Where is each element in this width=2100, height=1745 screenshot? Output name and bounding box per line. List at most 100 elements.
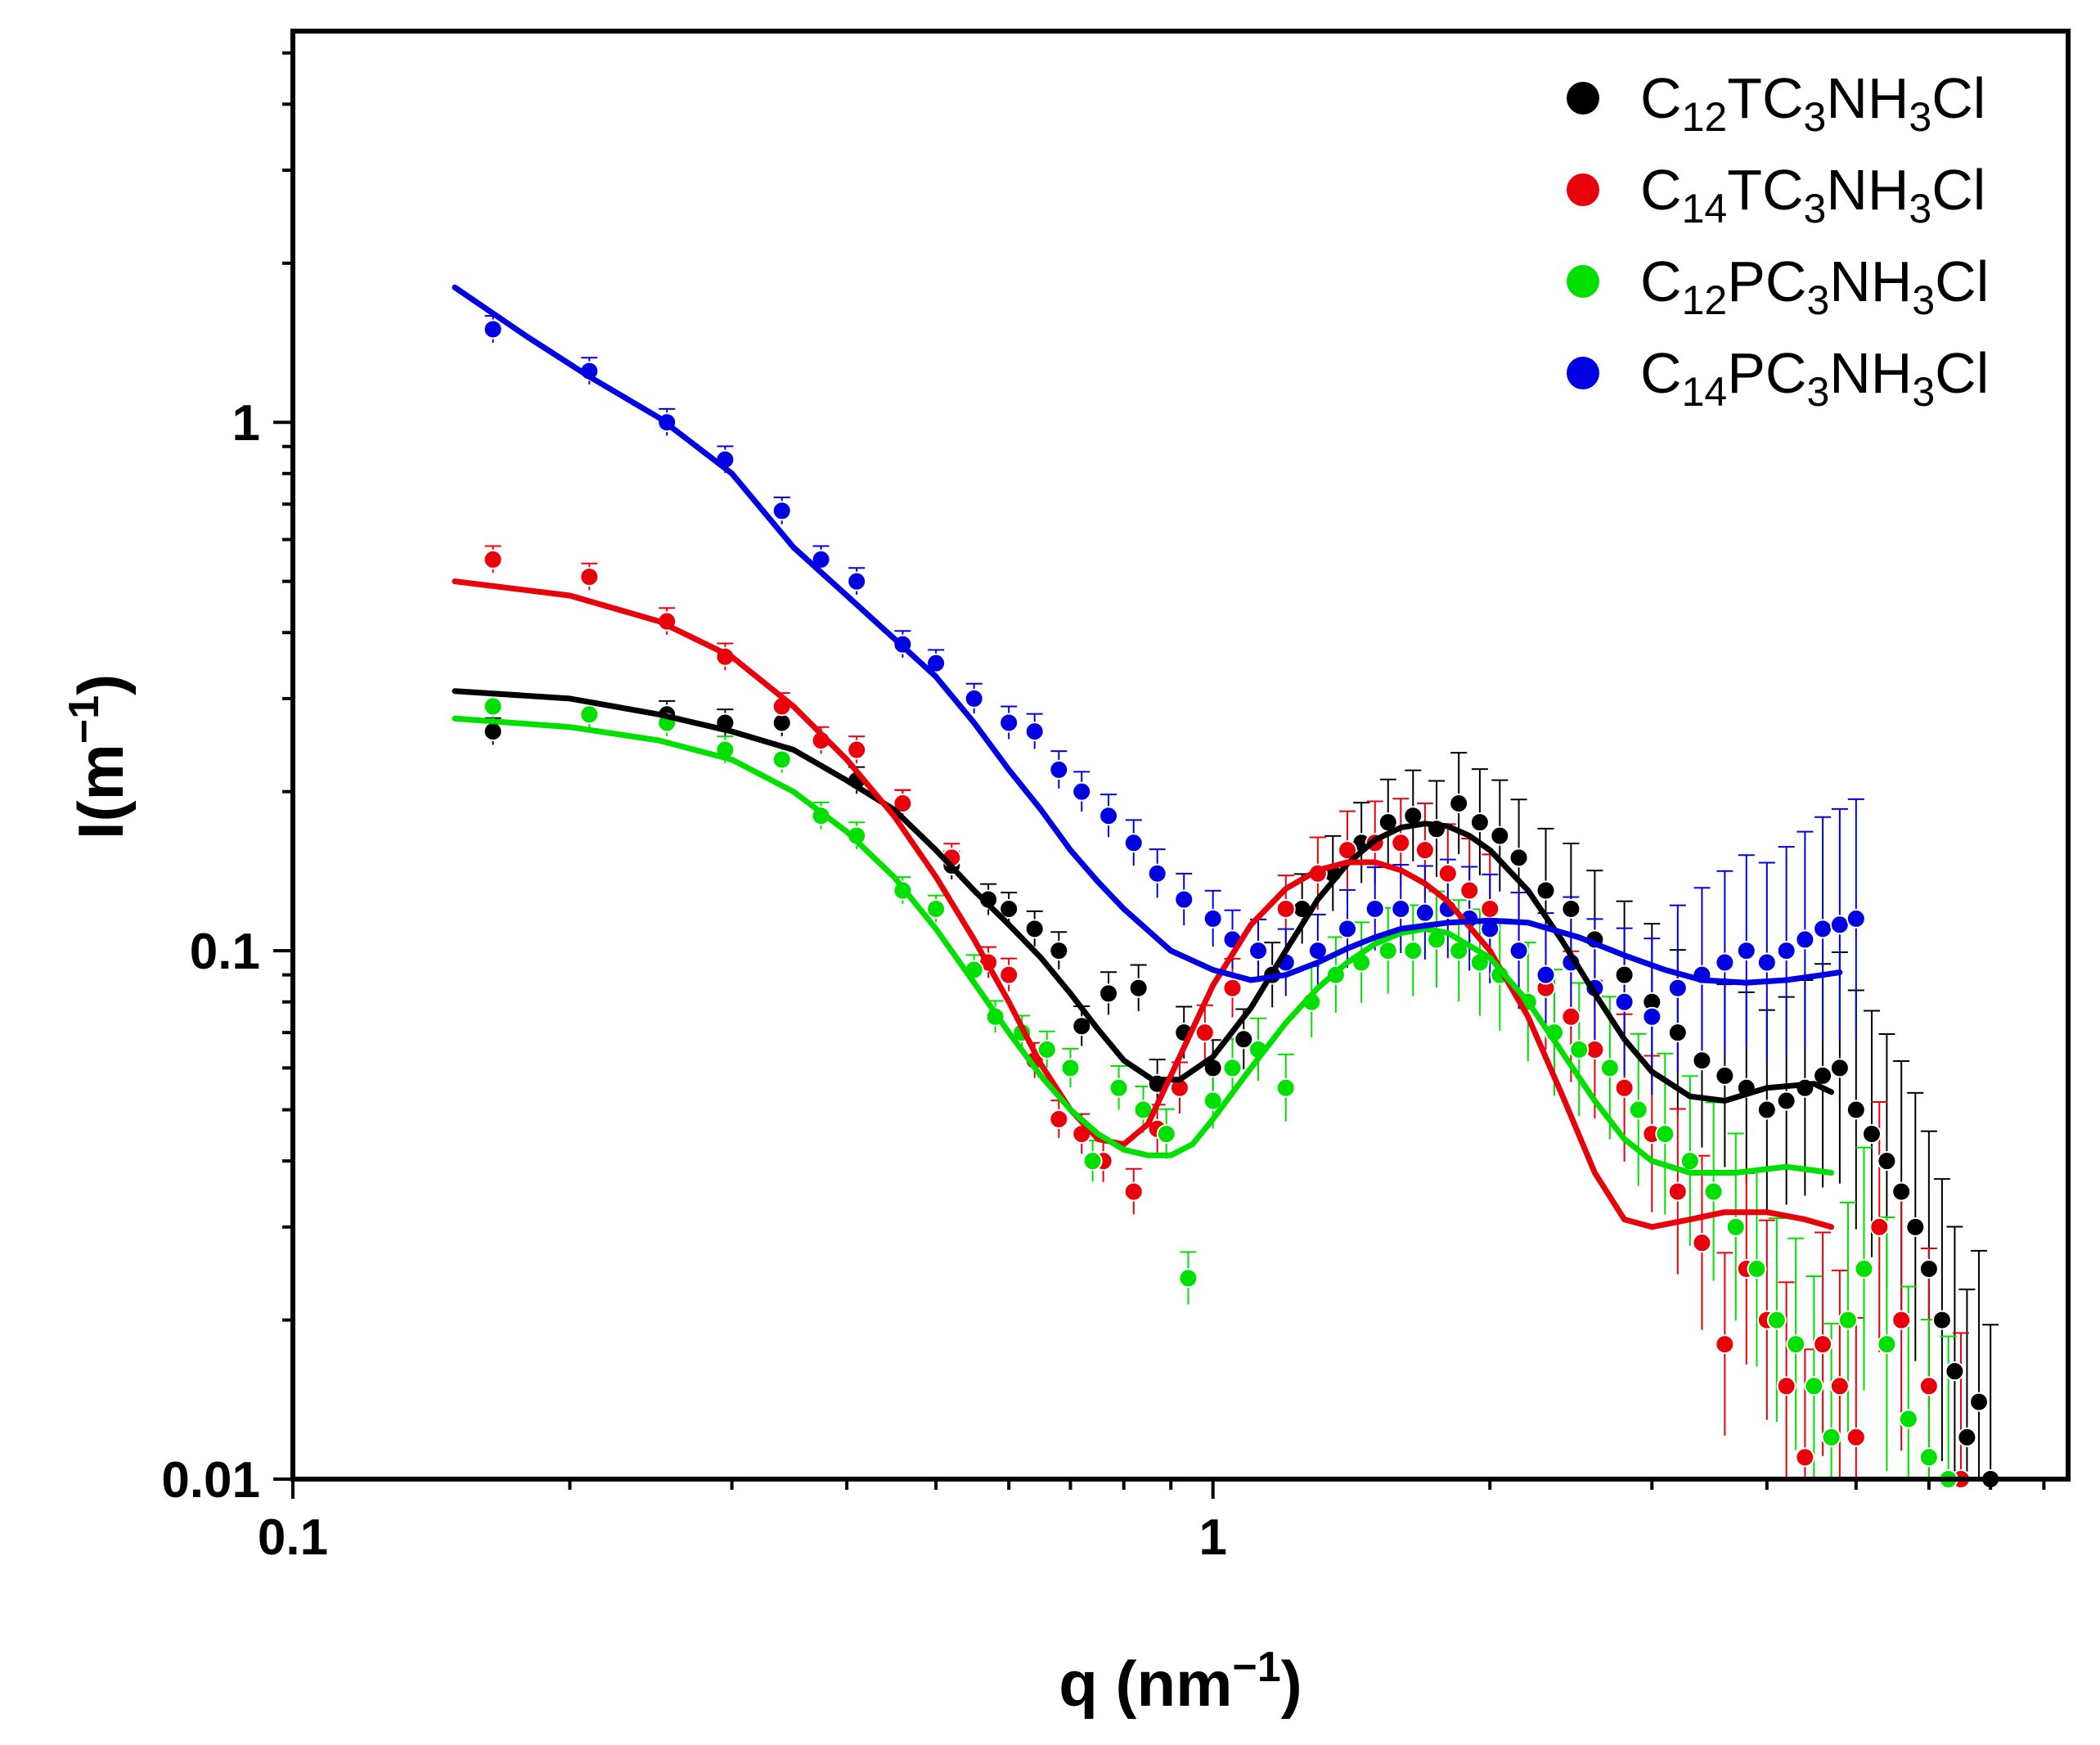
x-axis-title-base: q (nm [1059,1648,1232,1720]
fit-curve [452,578,1835,1230]
data-point [1715,1334,1735,1355]
y-tick-label: 0.1 [190,924,260,980]
data-point [1469,812,1490,833]
data-point [1082,1151,1103,1172]
legend-label-part: TC [1727,66,1803,130]
legend-label-part: Cl [1935,341,1989,405]
data-point [1891,1181,1912,1202]
data-point [1569,1039,1590,1059]
data-point [1776,941,1796,961]
legend-label-part: NH [1829,341,1912,405]
legend-label-part: C [1640,250,1682,313]
plot-frame [290,29,2071,1482]
legend-label-part: 3 [1804,94,1827,140]
data-point [1128,978,1149,998]
data-point [1846,1427,1866,1447]
data-point [1391,898,1411,919]
data-point [771,713,792,733]
legend-label-part: 12 [1682,94,1728,140]
data-point [1786,1334,1806,1355]
data-point [1459,880,1480,901]
x-axis-title-sup: −1 [1233,1644,1281,1691]
data-point [1813,919,1833,939]
data-point [1861,1124,1882,1145]
data-point [1667,1023,1688,1043]
data-point [483,722,503,742]
data-point [1877,1151,1897,1172]
axis-ticks [273,51,2046,1499]
data-point [1655,1124,1675,1145]
data-point [1203,908,1223,929]
legend-label-part: C [1640,158,1682,222]
data-point [1918,1447,1939,1468]
data-point [1449,794,1469,814]
data-point [1837,1310,1858,1330]
legend-label-part: 3 [1909,94,1931,140]
data-point [1414,840,1435,861]
legend-label: C14PC3NH3Cl [1640,341,1989,415]
data-point [1703,1181,1724,1202]
data-point [1747,1258,1767,1279]
data-point [1776,1376,1796,1396]
data-point [1123,833,1144,853]
legend-label-part: 14 [1682,186,1728,232]
data-point [1829,1376,1850,1396]
data-point [1072,1016,1092,1037]
y-axis-title: I(m−1) [61,674,137,839]
data-point [1804,1376,1824,1396]
data-point [483,319,503,340]
data-point [1049,941,1069,961]
data-point [1846,908,1866,929]
data-point [1123,1181,1144,1202]
data-points [483,319,2001,1489]
legend-label-part: 3 [1804,186,1827,232]
data-point [1877,1334,1897,1355]
data-point [1642,1006,1662,1027]
data-point [1869,1217,1890,1237]
data-point [1905,1217,1926,1237]
data-point [1829,915,1850,935]
axis-tick-labels: 0.1 10.010.11 [161,395,1227,1566]
data-point [999,898,1019,919]
data-point [1037,1039,1057,1059]
data-point [999,713,1019,733]
data-point [1599,1058,1620,1078]
data-point [999,965,1019,985]
data-point [579,704,600,725]
data-point [926,653,947,673]
data-point [1628,1100,1648,1120]
legend-label-part: 3 [1912,369,1935,415]
data-point [1898,1409,1918,1429]
data-point [579,567,600,587]
y-tick-label: 1 [232,395,260,452]
legend-marker [1567,82,1599,115]
legend-label: C12TC3NH3Cl [1640,66,1985,140]
legend: C12TC3NH3ClC14TC3NH3ClC12PC3NH3ClC14PC3N… [1567,66,1989,415]
data-point [1536,880,1556,901]
data-point [1509,848,1529,868]
y-axis-title-base: I(m [65,744,137,839]
legend-label-part: NH [1826,158,1909,222]
data-point [1715,1065,1735,1086]
data-point [1248,941,1269,961]
data-point [1403,941,1423,961]
legend-label-part: Cl [1931,66,1985,130]
x-tick-label: 0.1 [258,1509,328,1566]
x-tick-label: 1 [1198,1509,1226,1566]
legend-label-part: 3 [1909,186,1931,232]
data-point [1480,898,1500,919]
data-point [1072,781,1092,802]
data-point [1049,1109,1069,1129]
data-point [1821,1427,1841,1447]
data-point [1614,992,1635,1012]
data-point [1338,840,1358,861]
legend-label-part: NH [1826,66,1909,130]
data-point [1536,965,1556,985]
y-tick-label: 0.01 [161,1452,260,1509]
fit-curve [452,715,1835,1176]
legend-marker [1567,173,1599,206]
data-point [1715,952,1735,973]
data-point [1365,898,1385,919]
data-point [771,501,792,521]
data-point [1776,1091,1796,1111]
